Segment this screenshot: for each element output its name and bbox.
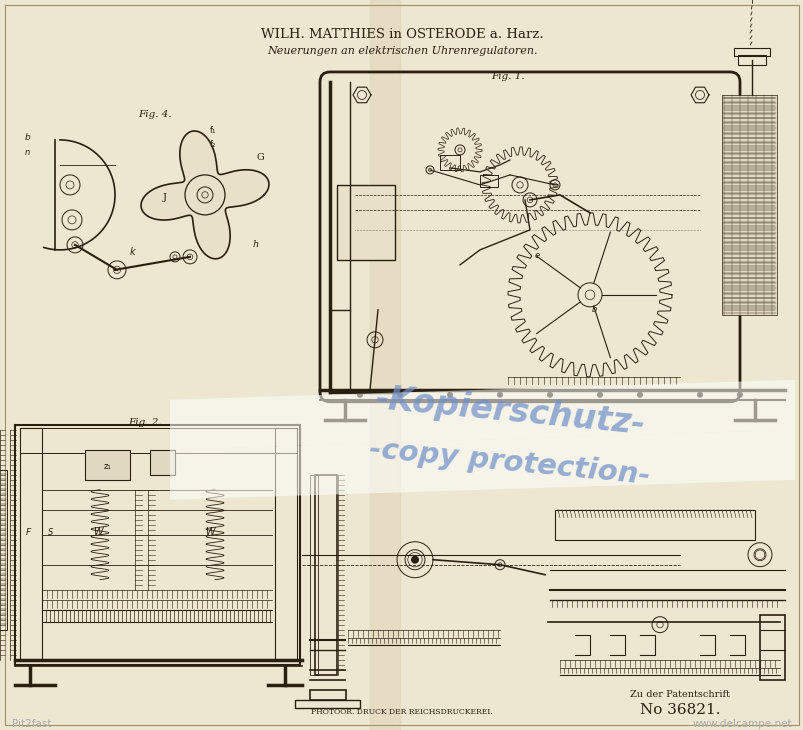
Text: WILH. MATTHIES in OSTERODE a. Harz.: WILH. MATTHIES in OSTERODE a. Harz. (260, 28, 543, 41)
Bar (369, 0, 400, 729)
Text: -copy protection-: -copy protection- (368, 435, 651, 491)
Circle shape (636, 392, 642, 398)
Text: z₁: z₁ (104, 462, 112, 472)
Text: b: b (25, 133, 31, 142)
Text: k: k (130, 247, 136, 257)
Circle shape (546, 392, 552, 398)
Bar (150, 450, 175, 474)
Text: f₂: f₂ (210, 140, 216, 149)
Bar (336, 185, 394, 260)
Bar (315, 474, 336, 675)
Circle shape (410, 556, 418, 564)
Text: S: S (48, 528, 53, 537)
Text: G: G (257, 153, 264, 162)
Circle shape (736, 392, 742, 398)
Text: f₁: f₁ (210, 126, 216, 135)
Polygon shape (169, 430, 794, 500)
Text: b: b (591, 305, 597, 314)
Text: W: W (93, 527, 103, 537)
Bar (554, 510, 754, 539)
Text: h: h (253, 240, 259, 249)
Text: No 36821.: No 36821. (639, 703, 719, 717)
Bar (0, 470, 7, 630)
Bar (759, 615, 784, 680)
Text: -Kopierschutz-: -Kopierschutz- (373, 383, 646, 441)
Text: J: J (163, 193, 167, 202)
Text: Zu der Patentschrift: Zu der Patentschrift (630, 690, 729, 699)
Bar (275, 428, 296, 660)
Bar (721, 95, 776, 315)
Text: z: z (363, 225, 369, 235)
Bar (20, 428, 42, 660)
Text: Fig. 1.: Fig. 1. (491, 72, 524, 81)
Bar (310, 474, 318, 675)
Circle shape (597, 392, 602, 398)
Bar (737, 55, 765, 65)
Text: Pit2fast: Pit2fast (12, 718, 51, 729)
Bar (15, 425, 300, 664)
Text: Neuerungen an elektrischen Uhrenregulatoren.: Neuerungen an elektrischen Uhrenregulato… (267, 46, 536, 56)
Text: W: W (205, 527, 214, 537)
Text: F: F (26, 528, 31, 537)
Polygon shape (169, 380, 794, 450)
Text: PHOTOOR. DRUCK DER REICHSDRUCKEREI.: PHOTOOR. DRUCK DER REICHSDRUCKEREI. (311, 707, 492, 715)
Text: Fig. 2.: Fig. 2. (128, 418, 161, 427)
Circle shape (357, 392, 362, 398)
Bar (439, 155, 459, 170)
Circle shape (496, 392, 503, 398)
Text: Fig. 4.: Fig. 4. (138, 110, 172, 119)
Text: e: e (534, 251, 540, 260)
Bar (85, 450, 130, 480)
Text: n: n (25, 148, 31, 157)
Bar (295, 699, 360, 707)
Bar (479, 175, 497, 187)
Bar (310, 690, 345, 699)
Circle shape (446, 392, 452, 398)
Circle shape (696, 392, 702, 398)
Bar (733, 48, 769, 56)
Polygon shape (141, 131, 269, 259)
Circle shape (397, 392, 402, 398)
Bar (20, 428, 296, 453)
Text: www.delcampe.net: www.delcampe.net (691, 718, 791, 729)
